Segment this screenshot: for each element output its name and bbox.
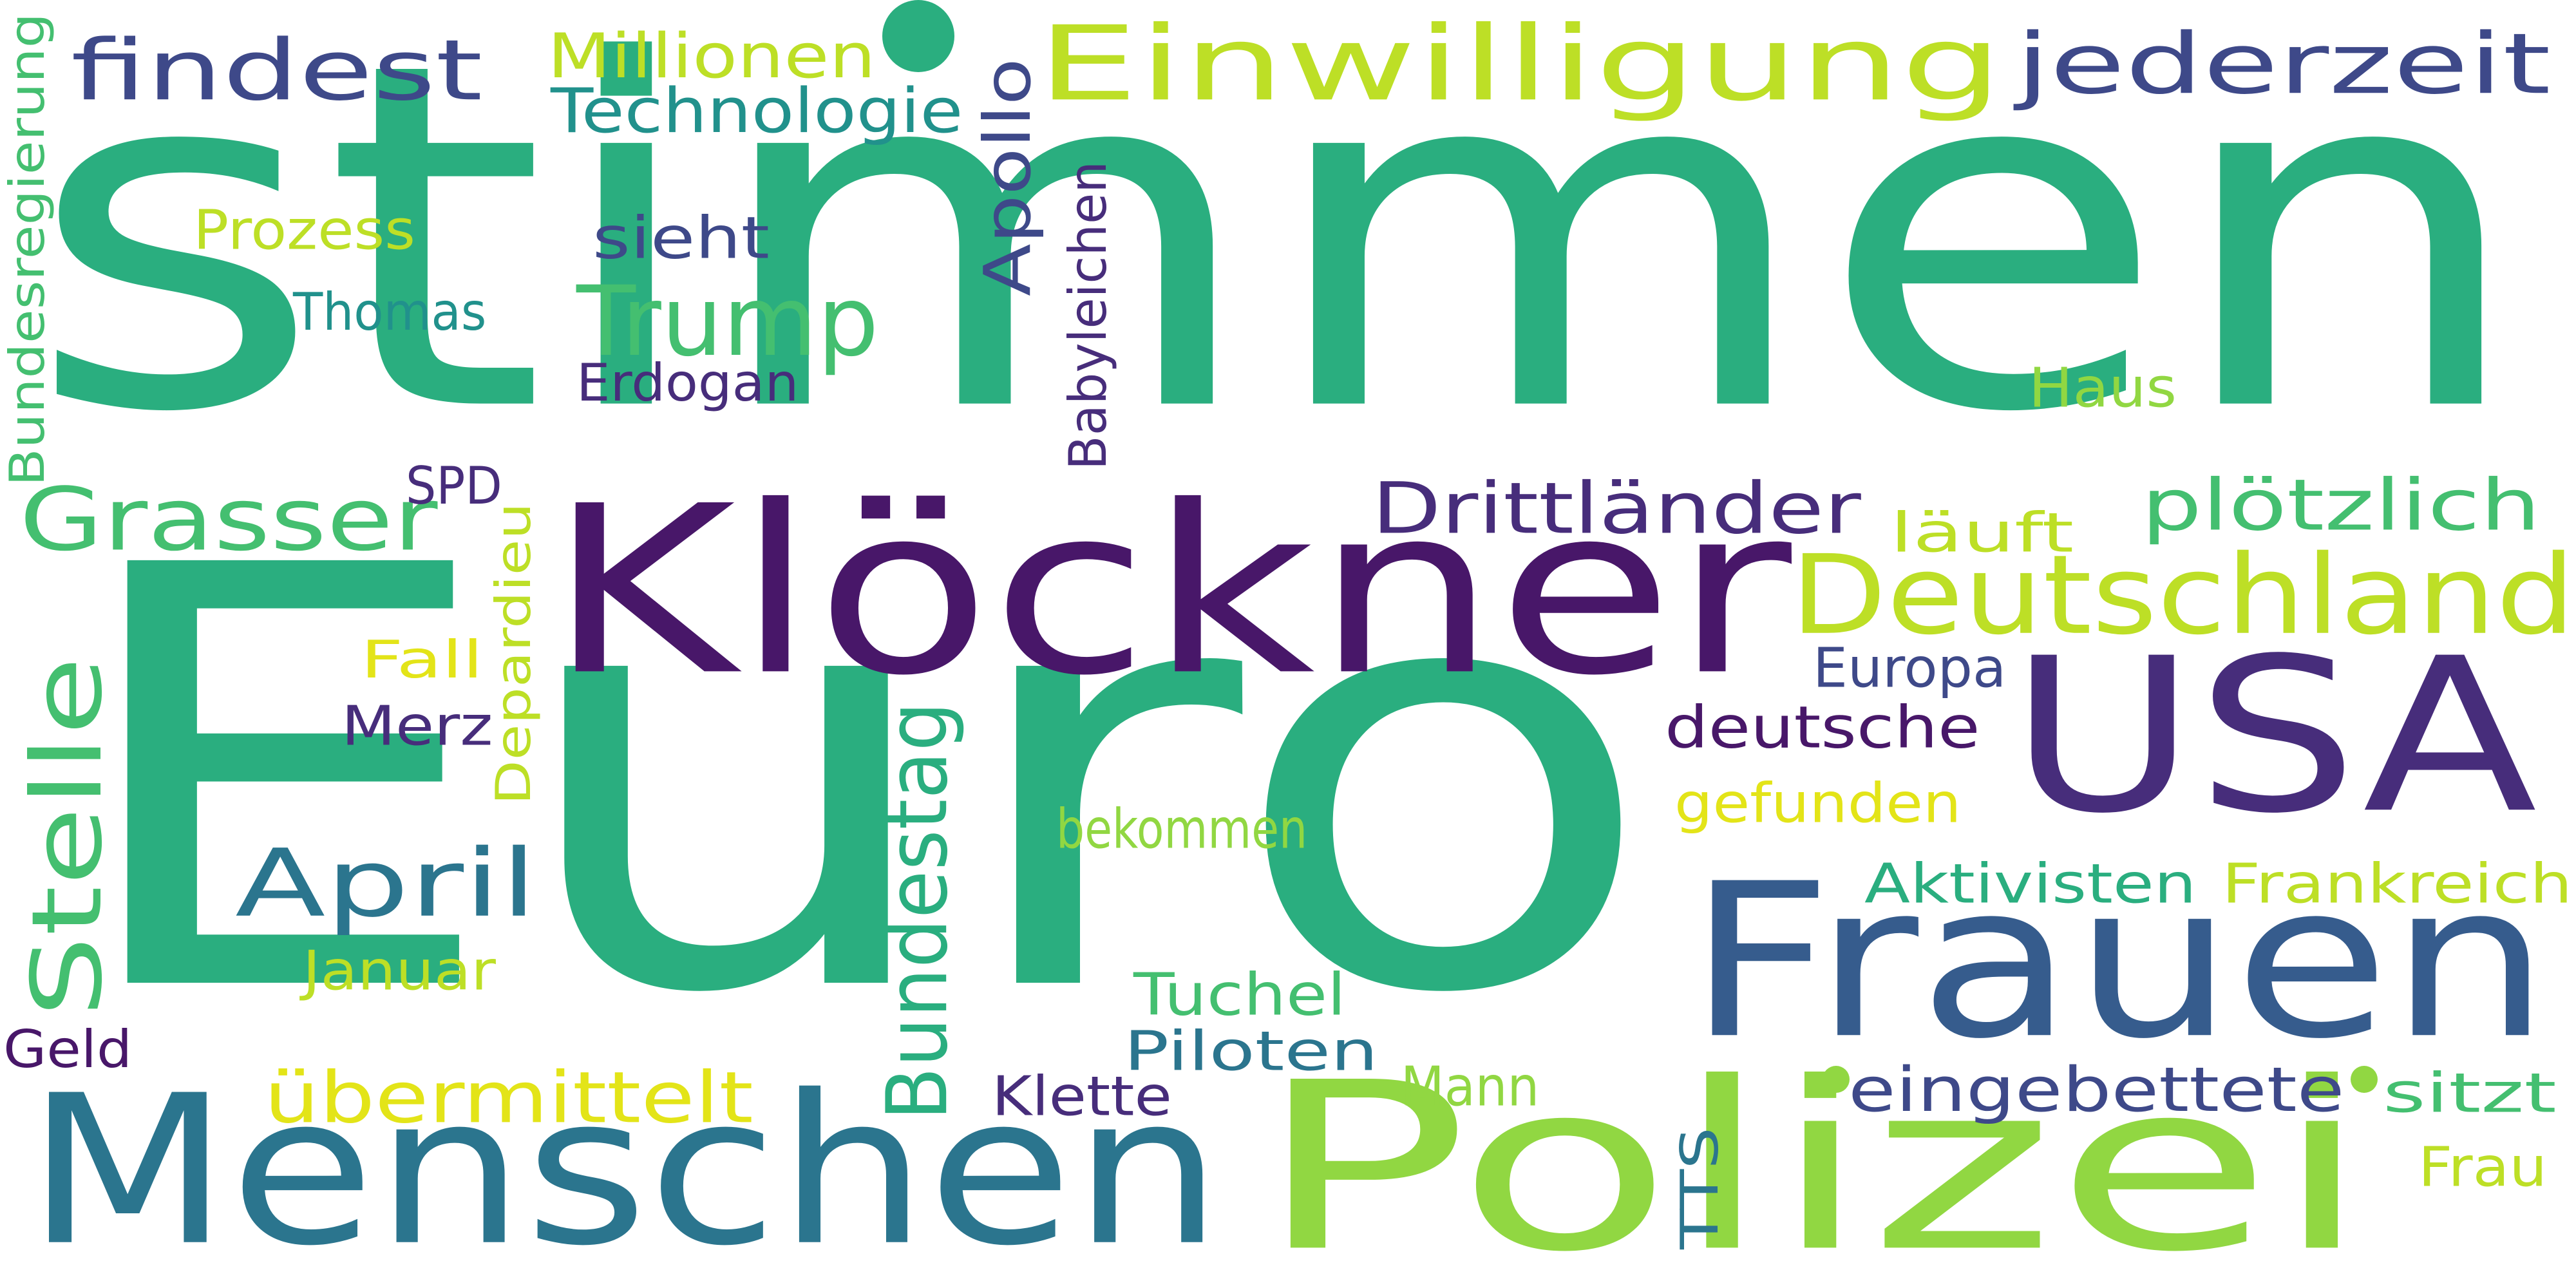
word-ploetzlich: plötzlich bbox=[2141, 464, 2541, 547]
word-menschen: Menschen bbox=[26, 1050, 1223, 1288]
word-uebermittelt: übermittelt bbox=[264, 1056, 753, 1139]
word-bundesregierung: Bundesregierung bbox=[0, 12, 55, 486]
word-sitzt: sitzt bbox=[2383, 1061, 2557, 1125]
word-haus: Haus bbox=[2029, 355, 2177, 420]
word-kloeckner: Klöckner bbox=[547, 455, 1792, 727]
word-laeuft: läuft bbox=[1890, 500, 2074, 565]
word-depardieu: Depardieu bbox=[485, 502, 542, 805]
word-eingebettete: eingebettete bbox=[1848, 1054, 2345, 1126]
word-mann: Mann bbox=[1401, 1054, 1540, 1119]
word-spd: SPD bbox=[406, 455, 502, 516]
word-tuchel: Tuchel bbox=[1133, 960, 1346, 1029]
word-frauen: Frauen bbox=[1687, 837, 2550, 1086]
word-stelle: Stelle bbox=[10, 656, 124, 1018]
word-aktivisten: Aktivisten bbox=[1864, 851, 2197, 916]
word-frankreich: Frankreich bbox=[2222, 851, 2573, 916]
dot-mark bbox=[882, 0, 954, 72]
word-gefunden: gefunden bbox=[1674, 771, 1962, 835]
word-merz: Merz bbox=[341, 694, 493, 758]
word-apollo: Apollo bbox=[970, 58, 1045, 296]
word-euro: Euro bbox=[58, 444, 1660, 1122]
word-thomas: Thomas bbox=[293, 281, 487, 343]
word-drittlaender: Drittländer bbox=[1372, 467, 1861, 550]
word-einwilligung: Einwilligung bbox=[1037, 3, 2003, 124]
word-babyleichen: Babyleichen bbox=[1057, 161, 1119, 470]
word-stimmen: stimmen bbox=[26, 0, 2530, 518]
word-piloten: Piloten bbox=[1124, 1019, 1378, 1083]
word-polizei: Polizei bbox=[1256, 1032, 2371, 1288]
word-grasser: Grasser bbox=[19, 468, 438, 571]
word-bekommen: bekommen bbox=[1056, 797, 1308, 861]
word-sieht: sieht bbox=[592, 204, 770, 272]
word-deutschland: Deutschland bbox=[1790, 531, 2576, 659]
word-usa: USA bbox=[2009, 612, 2537, 861]
word-findest: findest bbox=[71, 21, 483, 120]
word-jederzeit: jederzeit bbox=[2016, 15, 2551, 113]
word-technologie: Technologie bbox=[551, 75, 963, 147]
word-tts: TTS bbox=[1669, 1127, 1730, 1249]
word-april: April bbox=[235, 828, 538, 938]
word-deutsche: deutsche bbox=[1665, 693, 1980, 762]
word-klette: Klette bbox=[992, 1064, 1172, 1128]
word-millionen: Millionen bbox=[547, 20, 876, 92]
dot-mark bbox=[2351, 1066, 2378, 1093]
dot-mark bbox=[1823, 1066, 1850, 1093]
word-januar: Januar bbox=[303, 938, 496, 1003]
word-europa: Europa bbox=[1813, 636, 2007, 700]
word-bundestag: Bundestag bbox=[868, 701, 967, 1121]
word-trump: Trump bbox=[576, 265, 879, 378]
word-fall: Fall bbox=[361, 629, 484, 690]
word-geld: Geld bbox=[3, 1019, 133, 1080]
word-prozess: Prozess bbox=[193, 198, 415, 262]
word-erdogan: Erdogan bbox=[576, 352, 799, 413]
word-frau: Frau bbox=[2418, 1135, 2548, 1199]
